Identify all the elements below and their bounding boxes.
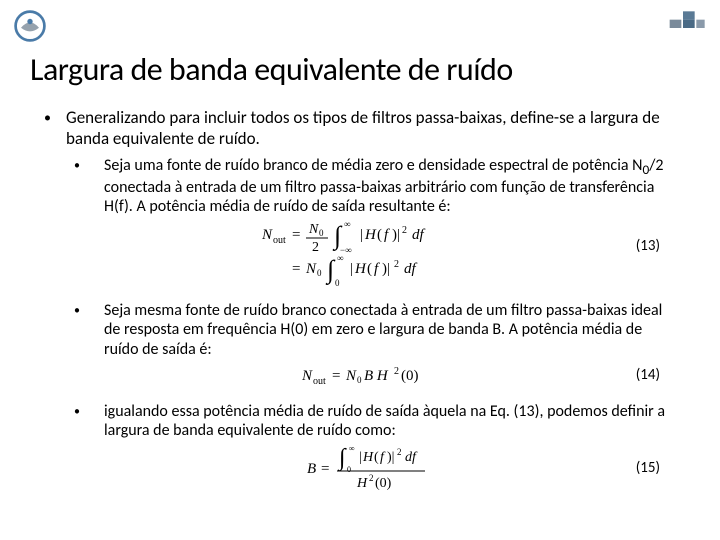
svg-text:df: df	[405, 450, 418, 465]
svg-text:2: 2	[402, 225, 407, 236]
svg-text:N: N	[345, 368, 357, 384]
equation-13: N out = N 0 2 ∫ ∞ −∞ | H ( f )| 2 df	[104, 221, 680, 287]
bullet-main-text: Generalizando para incluir todos os tipo…	[66, 107, 680, 150]
corner-logo-right	[658, 8, 708, 38]
svg-text:H: H	[362, 450, 374, 465]
svg-text:(: (	[374, 450, 379, 465]
bullet-sub-3: • igualando essa potência média de ruído…	[74, 402, 680, 499]
svg-text:)|: )|	[387, 450, 394, 465]
svg-text:=: =	[292, 227, 300, 243]
bullet-dot: •	[74, 301, 104, 394]
svg-text:2: 2	[394, 259, 399, 270]
bullet-sub-2: • Seja mesma fonte de ruído branco conec…	[74, 301, 680, 394]
bullet-sub-1-text: Seja uma fonte de ruído branco de média …	[104, 156, 680, 293]
slide-body: • Generalizando para incluir todos os ti…	[0, 107, 720, 499]
svg-text:|: |	[350, 261, 353, 277]
bullet-sub-1: • Seja uma fonte de ruído branco de médi…	[74, 156, 680, 293]
svg-text:out: out	[273, 235, 286, 246]
svg-text:N: N	[305, 261, 317, 277]
svg-text:=: =	[332, 368, 340, 384]
svg-text:(0): (0)	[375, 476, 392, 491]
svg-text:f: f	[384, 227, 390, 243]
bullet-sub-2-text: Seja mesma fonte de ruído branco conecta…	[104, 301, 680, 394]
svg-text:0: 0	[335, 278, 340, 287]
svg-text:N: N	[308, 222, 319, 237]
svg-text:df: df	[404, 261, 418, 277]
svg-text:f: f	[380, 450, 386, 465]
svg-text:B: B	[307, 461, 316, 477]
equation-15: B = ∫ ∞ 0 | H ( f )| 2 df H	[104, 445, 680, 493]
equation-14: N out = N 0 B H 2 (0) (14)	[104, 364, 680, 388]
svg-text:)|: )|	[392, 227, 400, 243]
svg-text:∞: ∞	[337, 253, 343, 263]
svg-text:0: 0	[319, 228, 324, 238]
svg-text:H: H	[354, 261, 367, 277]
bullet-dot: •	[74, 402, 104, 499]
svg-text:B H: B H	[364, 368, 389, 384]
svg-text:∞: ∞	[349, 445, 355, 453]
bullet-main: • Generalizando para incluir todos os ti…	[44, 107, 680, 150]
svg-text:)|: )|	[382, 261, 390, 277]
svg-text:(0): (0)	[401, 368, 419, 384]
svg-text:H: H	[356, 476, 368, 491]
bullet-dot: •	[44, 107, 66, 150]
svg-text:∫: ∫	[337, 445, 347, 472]
svg-text:0: 0	[357, 375, 362, 385]
svg-text:2: 2	[397, 447, 402, 457]
svg-text:f: f	[374, 261, 380, 277]
svg-text:0: 0	[317, 268, 322, 278]
svg-text:=: =	[321, 461, 329, 477]
svg-text:=: =	[292, 261, 300, 277]
svg-text:df: df	[412, 227, 426, 243]
svg-text:(: (	[367, 261, 372, 277]
eq-number-15: (15)	[636, 459, 660, 477]
svg-text:|: |	[360, 227, 363, 243]
svg-text:2: 2	[394, 366, 399, 377]
svg-text:0: 0	[347, 465, 351, 474]
svg-text:H: H	[364, 227, 377, 243]
svg-text:2: 2	[369, 473, 374, 483]
bullet-sub-3-text: igualando essa potência média de ruído d…	[104, 402, 680, 499]
slide-title: Largura de banda equivalente de ruído	[0, 0, 720, 107]
svg-text:|: |	[359, 450, 362, 465]
svg-text:N: N	[262, 227, 273, 243]
svg-text:out: out	[313, 376, 326, 387]
corner-logo-left	[12, 8, 48, 44]
svg-text:∞: ∞	[344, 221, 350, 229]
svg-text:(: (	[377, 227, 382, 243]
bullet-dot: •	[74, 156, 104, 293]
svg-text:N: N	[302, 368, 313, 384]
eq-number-13: (13)	[636, 237, 660, 255]
eq-number-14: (14)	[636, 366, 660, 384]
svg-text:2: 2	[312, 240, 319, 255]
